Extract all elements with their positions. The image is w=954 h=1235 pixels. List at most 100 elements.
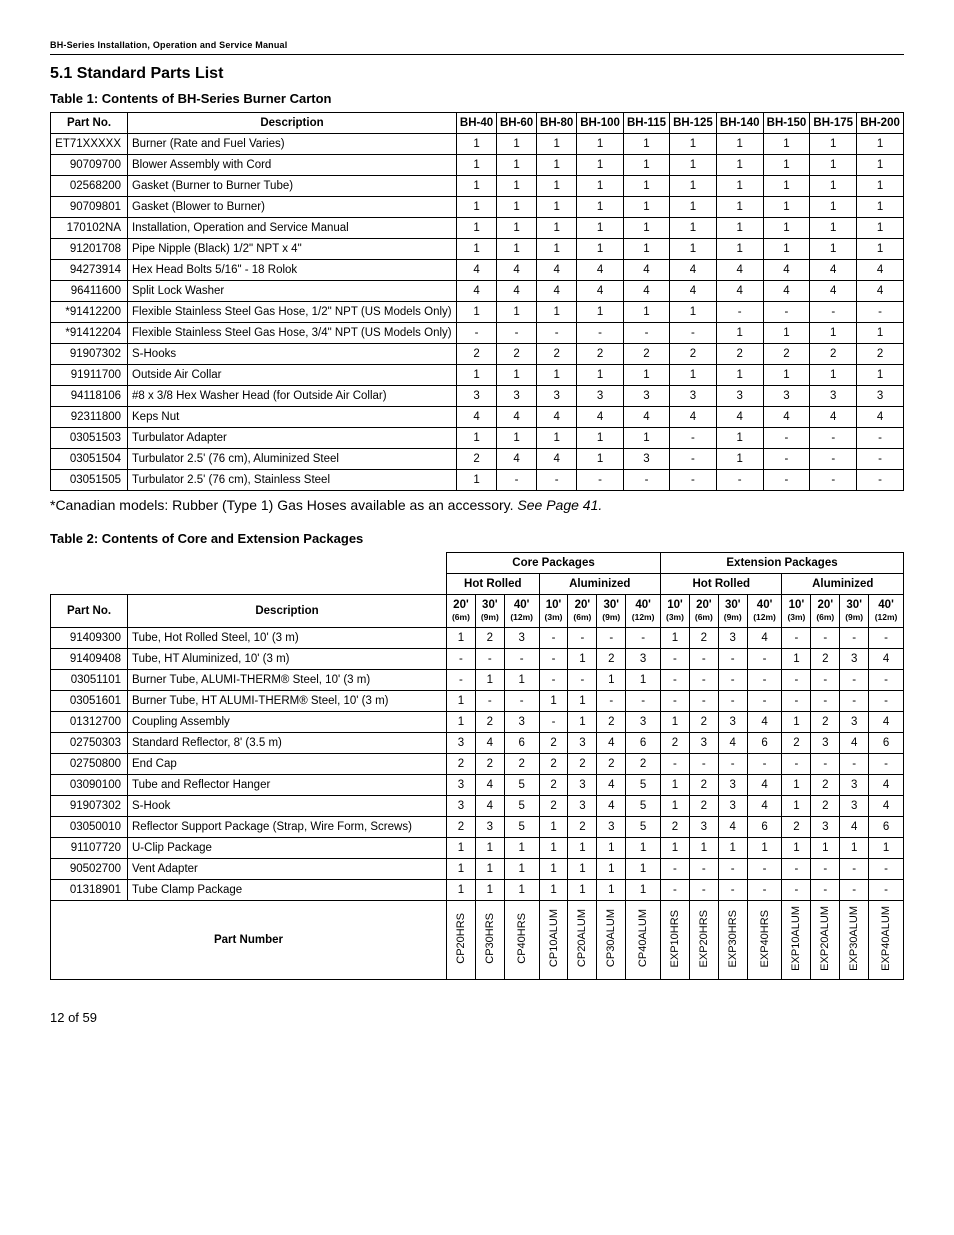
cell-qty: 4 [670,260,717,281]
cell-desc: Gasket (Burner to Burner Tube) [128,176,457,197]
cell-qty: 1 [577,176,624,197]
table-row: 01318901Tube Clamp Package1111111-------… [51,880,904,901]
cell-qty: 1 [763,155,810,176]
cell-qty: 4 [716,260,763,281]
col-model: BH-200 [857,113,904,134]
cell-qty: - [811,859,840,880]
table-row: 94273914Hex Head Bolts 5/16" - 18 Rolok4… [51,260,904,281]
cell-qty: 3 [497,386,537,407]
cell-qty: 4 [497,281,537,302]
cell-qty: 4 [810,260,857,281]
cell-qty: 3 [840,775,869,796]
cell-qty: - [670,323,717,344]
cell-qty: - [869,754,904,775]
cell-qty: - [718,670,747,691]
cell-qty: 1 [457,155,497,176]
cell-desc: Split Lock Washer [128,281,457,302]
cell-qty: 4 [457,281,497,302]
cell-qty: 5 [504,817,539,838]
cell-qty: 1 [457,365,497,386]
cell-qty: 2 [661,733,690,754]
cell-qty: 1 [670,365,717,386]
page-number: 12 of 59 [50,1010,904,1025]
partnumber-cell: EXP20ALUM [811,901,840,980]
cell-qty: - [670,428,717,449]
cell-desc: Blower Assembly with Cord [128,155,457,176]
cell-qty: 1 [810,218,857,239]
cell-desc: End Cap [128,754,447,775]
cell-qty: 1 [623,134,669,155]
cell-qty: 1 [626,880,661,901]
cell-qty: 1 [857,155,904,176]
table-row: 94118106#8 x 3/8 Hex Washer Head (for Ou… [51,386,904,407]
cell-qty: 4 [597,796,626,817]
cell-qty: 4 [840,817,869,838]
cell-qty: - [475,649,504,670]
cell-qty: - [857,449,904,470]
cell-qty: - [718,649,747,670]
cell-qty: 4 [497,407,537,428]
cell-qty: - [782,691,811,712]
cell-qty: 2 [626,754,661,775]
cell-qty: 1 [457,218,497,239]
cell-desc: Tube and Reflector Hanger [128,775,447,796]
cell-qty: 3 [623,386,669,407]
partnumber-cell: EXP10ALUM [782,901,811,980]
cell-partno: 91911700 [51,365,128,386]
table-row: 02568200Gasket (Burner to Burner Tube)11… [51,176,904,197]
cell-desc: Standard Reflector, 8' (3.5 m) [128,733,447,754]
cell-qty: 3 [840,649,869,670]
partnumber-code: CP40ALUM [637,909,649,967]
cell-qty: 1 [537,176,577,197]
cell-qty: - [840,880,869,901]
cell-qty: 6 [869,733,904,754]
cell-qty: - [504,691,539,712]
cell-qty: 1 [577,218,624,239]
cell-qty: - [782,670,811,691]
col-size: 10'(3m) [782,595,811,628]
cell-qty: 2 [497,344,537,365]
cell-qty: 1 [810,155,857,176]
cell-qty: - [539,649,568,670]
cell-desc: Burner (Rate and Fuel Varies) [128,134,457,155]
cell-qty: - [718,754,747,775]
cell-qty: 5 [504,775,539,796]
cell-qty: 2 [670,344,717,365]
cell-qty: 4 [670,407,717,428]
cell-qty: 1 [475,880,504,901]
cell-qty: - [857,428,904,449]
cell-qty: 2 [811,775,840,796]
cell-desc: Keps Nut [128,407,457,428]
col-desc: Description [128,595,447,628]
subgroup: Hot Rolled [447,574,540,595]
group-ext: Extension Packages [661,553,904,574]
cell-qty: 4 [869,796,904,817]
cell-qty: 1 [539,859,568,880]
cell-qty: - [661,859,690,880]
table-row: 03051504Turbulator 2.5' (76 cm), Alumini… [51,449,904,470]
cell-qty: - [670,449,717,470]
partnumber-cell: EXP30ALUM [840,901,869,980]
cell-qty: - [661,754,690,775]
cell-qty: 1 [661,712,690,733]
cell-qty: 1 [670,239,717,260]
cell-partno: 170102NA [51,218,128,239]
table-row: *91412200Flexible Stainless Steel Gas Ho… [51,302,904,323]
cell-qty: 1 [763,134,810,155]
cell-qty: - [497,323,537,344]
cell-qty: 4 [537,449,577,470]
cell-qty: 4 [623,407,669,428]
cell-qty: 1 [763,176,810,197]
cell-qty: 1 [623,197,669,218]
cell-desc: Turbulator 2.5' (76 cm), Stainless Steel [128,470,457,491]
cell-qty: 4 [716,281,763,302]
cell-qty: 2 [539,733,568,754]
cell-qty: 1 [568,649,597,670]
cell-qty: 4 [869,649,904,670]
cell-qty: 1 [497,302,537,323]
partnumber-cell: CP20HRS [447,901,476,980]
cell-qty: 1 [810,239,857,260]
cell-qty: 6 [747,817,782,838]
cell-qty: 4 [763,407,810,428]
cell-qty: 1 [577,239,624,260]
